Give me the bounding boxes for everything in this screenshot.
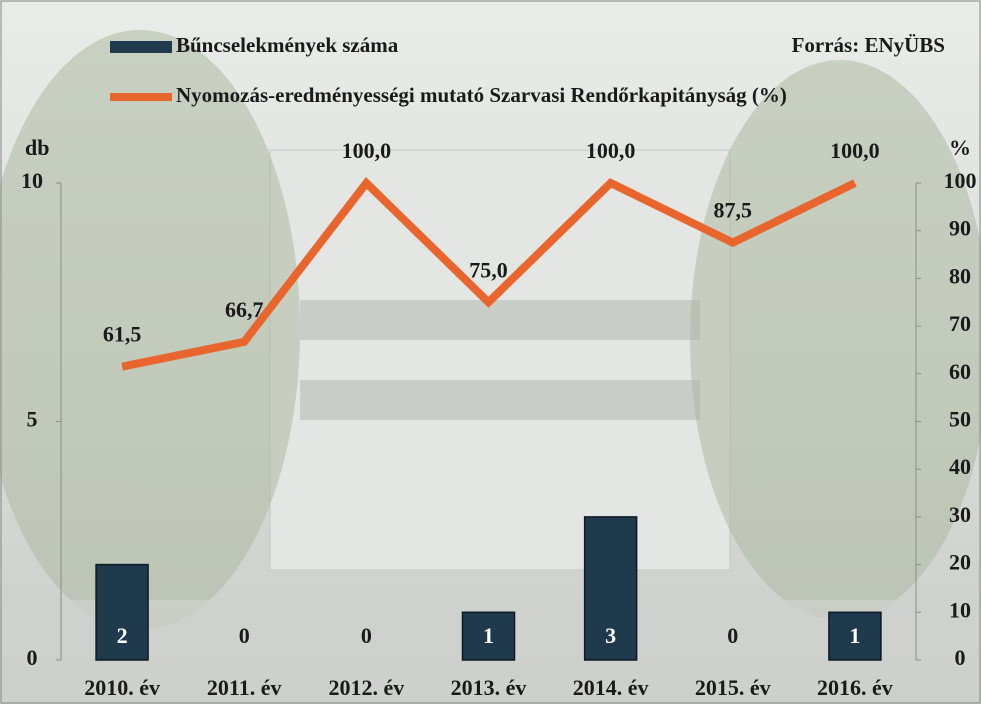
bar-value-label: 3 (605, 623, 616, 648)
y2-tick-label: 40 (949, 454, 971, 479)
y2-tick-label: 80 (949, 263, 971, 288)
y2-tick-label: 20 (949, 550, 971, 575)
legend-swatch (110, 41, 172, 53)
y2-tick-label: 0 (955, 645, 966, 670)
line-value-label: 100,0 (342, 138, 392, 163)
x-tick-label: 2014. év (573, 675, 649, 700)
chart: Forrás: ENyÜBS db % 05100102030405060708… (0, 0, 981, 704)
building-window-row (300, 380, 700, 420)
line-value-label: 100,0 (586, 138, 636, 163)
y-tick-label: 5 (27, 407, 38, 432)
y2-tick-label: 30 (949, 502, 971, 527)
y2-tick-label: 100 (944, 168, 977, 193)
bar-value-label: 0 (239, 623, 250, 648)
legend-label: Nyomozás-eredményességi mutató Szarvasi … (176, 83, 787, 107)
line-value-label: 75,0 (469, 257, 508, 282)
y-tick-label: 0 (27, 645, 38, 670)
source: Forrás: ENyÜBS (792, 33, 945, 57)
y2-tick-label: 50 (949, 407, 971, 432)
y2-tick-label: 10 (949, 597, 971, 622)
line-value-label: 66,7 (225, 297, 264, 322)
y2-axis-label: % (949, 135, 971, 160)
y-axis-label: db (25, 135, 49, 160)
legend-label: Bűncselekmények száma (176, 33, 399, 57)
x-tick-label: 2012. év (328, 675, 404, 700)
y2-tick-label: 90 (949, 216, 971, 241)
bar-value-label: 1 (483, 623, 494, 648)
x-tick-label: 2011. év (207, 675, 282, 700)
line-value-label: 87,5 (714, 198, 753, 223)
y2-tick-label: 70 (949, 311, 971, 336)
x-tick-label: 2015. év (695, 675, 771, 700)
y-tick-label: 10 (21, 168, 43, 193)
line-value-label: 61,5 (103, 322, 142, 347)
bar-value-label: 1 (849, 623, 860, 648)
bar-value-label: 2 (117, 623, 128, 648)
line-value-label: 100,0 (830, 138, 880, 163)
building-window-row (300, 300, 700, 340)
bar-value-label: 0 (361, 623, 372, 648)
bar-value-label: 0 (727, 623, 738, 648)
x-tick-label: 2010. év (84, 675, 160, 700)
x-tick-label: 2016. év (817, 675, 893, 700)
y2-tick-label: 60 (949, 359, 971, 384)
x-tick-label: 2013. év (451, 675, 527, 700)
